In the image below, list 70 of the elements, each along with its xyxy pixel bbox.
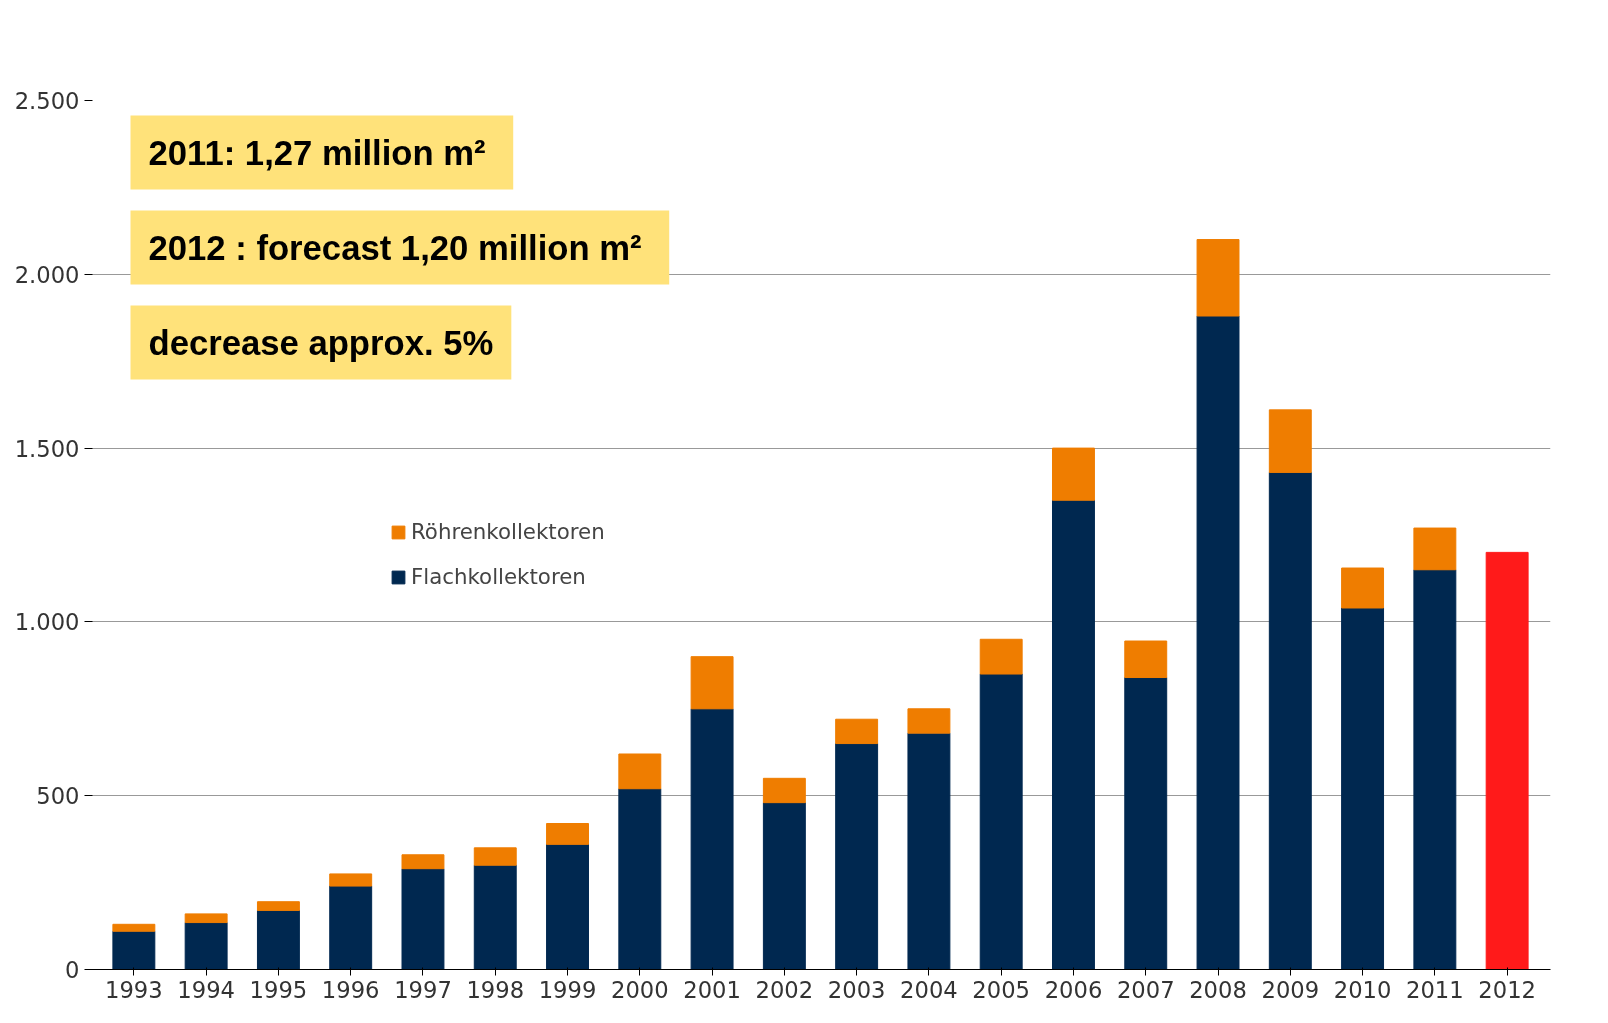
bar [1341,607,1385,970]
x-tick-label: 1995 [249,976,308,1003]
bar [979,638,1023,675]
bar [401,854,445,870]
y-tick-label: 2.000 [14,261,80,288]
bar [690,656,734,710]
x-tick-label: 2004 [900,976,958,1003]
bar [1124,640,1168,679]
annotation: 2012 : forecast 1,20 million m² [148,228,642,267]
bar [256,909,300,970]
y-tick-label: 0 [65,957,80,983]
bar [1413,569,1457,970]
x-tick-label: 2010 [1333,976,1392,1003]
legend-label: Röhrenkollektoren [411,519,605,544]
bar [473,864,517,970]
bar [907,708,951,734]
bar [329,873,373,887]
bar [112,930,156,970]
bar [1268,471,1312,970]
bar [1124,677,1168,970]
x-tick-label: 2011 [1406,976,1464,1003]
bar [473,847,517,866]
annotation: decrease approx. 5% [148,323,494,362]
bar [546,843,589,970]
x-tick-label: 2008 [1189,976,1247,1003]
bar [184,913,228,924]
x-tick-label: 2000 [610,976,669,1003]
bar [618,788,662,970]
x-tick-label: 1993 [105,976,163,1003]
x-tick-label: 2006 [1044,976,1103,1003]
bar [979,673,1023,970]
x-tick-label: 2001 [683,976,741,1003]
annotation: 2011: 1,27 million m² [148,133,486,172]
bar [401,868,445,970]
x-tick-label: 1994 [177,976,235,1003]
bar [1196,315,1240,970]
bar [762,777,806,804]
bar [1268,409,1312,473]
bar [835,718,879,745]
x-tick-label: 2012 [1478,976,1536,1003]
bar [835,743,879,970]
x-tick-label: 2005 [972,976,1031,1003]
x-tick-label: 2007 [1116,976,1175,1003]
bar [112,923,156,932]
bar [256,901,300,911]
bar [907,732,951,970]
x-tick-label: 2002 [755,976,814,1003]
bar [762,802,806,970]
y-tick-label: 500 [36,783,80,810]
bar [1052,499,1095,970]
bar [546,823,589,845]
x-tick-label: 1999 [538,976,597,1003]
x-tick-label: 2009 [1261,976,1320,1003]
x-tick-label: 2003 [827,976,886,1003]
bar [1413,527,1457,571]
y-tick-label: 2.500 [14,88,80,114]
bar [184,922,228,970]
bar [329,885,373,970]
legend-label: Flachkollektoren [411,564,586,589]
bar [1052,447,1095,501]
bar [1341,567,1385,609]
bar [1485,551,1529,970]
bar [618,753,662,790]
x-tick-label: 1996 [321,976,380,1003]
bar [690,708,734,970]
x-tick-label: 1998 [466,976,525,1003]
x-tick-label: 1997 [394,976,452,1003]
y-tick-label: 1.000 [14,609,80,636]
bar [1196,239,1240,317]
y-tick-label: 1.500 [14,435,80,462]
